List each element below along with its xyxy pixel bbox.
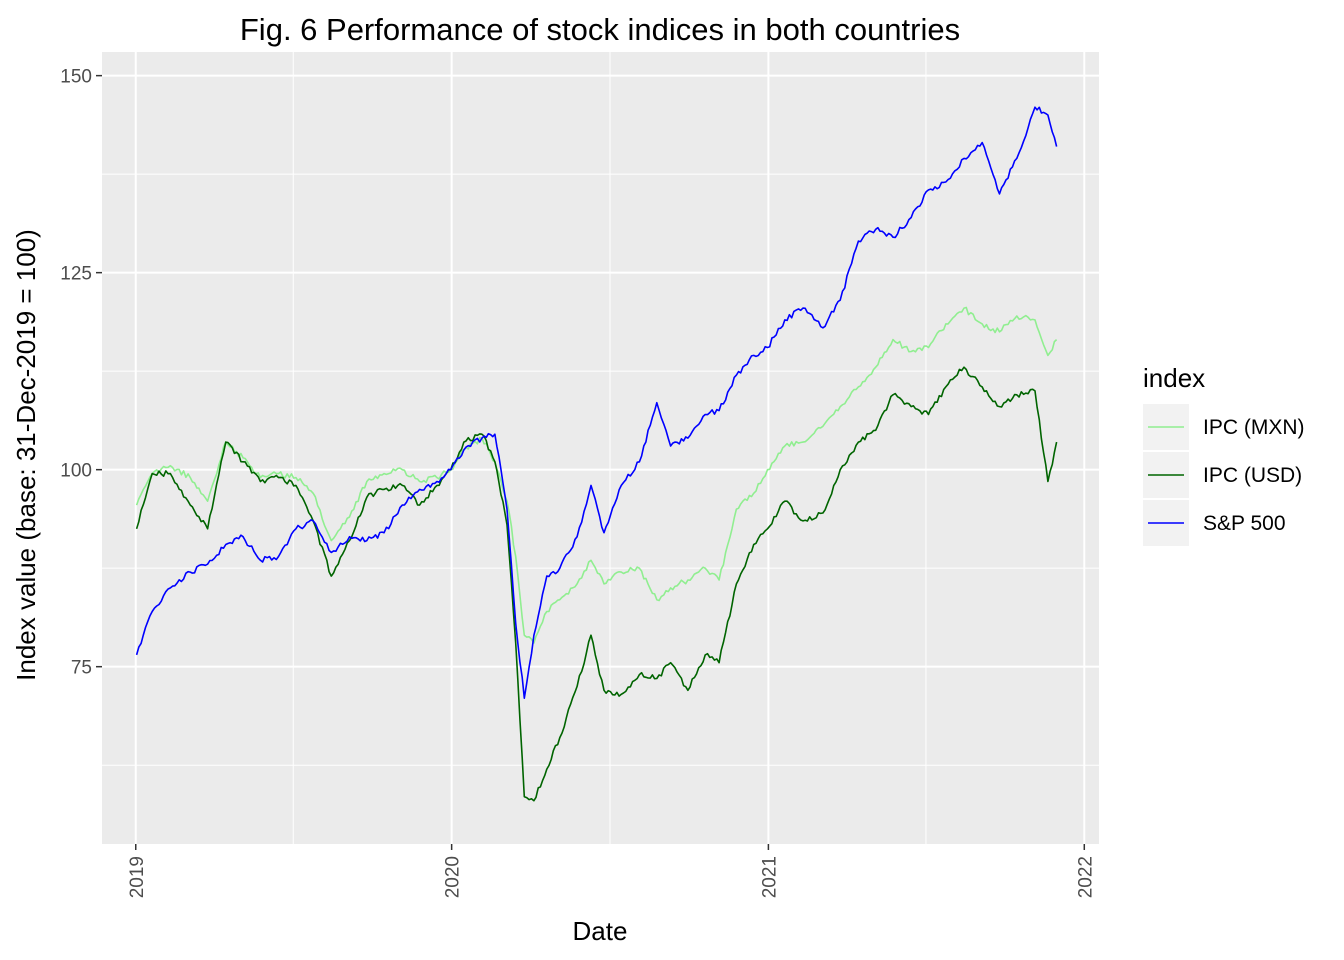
y-tick-label: 75 — [71, 658, 92, 679]
x-tick-label: 2021 — [759, 856, 780, 898]
x-tick-label: 2022 — [1075, 856, 1096, 898]
x-axis: 2019 2020 2021 2022 — [127, 844, 1096, 898]
x-tick-label: 2019 — [127, 856, 148, 898]
legend-label: IPC (MXN) — [1203, 416, 1305, 439]
chart-title: Fig. 6 Performance of stock indices in b… — [240, 12, 960, 47]
legend-title: index — [1143, 363, 1205, 393]
grid-major — [102, 52, 1099, 844]
plot-panel — [102, 52, 1099, 844]
legend-item: IPC (MXN) — [1143, 404, 1305, 450]
legend: index IPC (MXN) IPC (USD) S&P 500 — [1143, 363, 1305, 546]
grid-minor — [102, 52, 1099, 844]
y-axis: 75 100 125 150 — [60, 67, 102, 679]
legend-item: S&P 500 — [1143, 500, 1286, 546]
series-lines — [135, 106, 1058, 802]
y-tick-label: 150 — [60, 67, 92, 88]
legend-label: IPC (USD) — [1203, 464, 1302, 487]
series-line — [135, 106, 1058, 699]
x-tick-label: 2020 — [443, 856, 464, 898]
x-axis-title: Date — [573, 916, 628, 946]
series-line — [135, 366, 1058, 802]
legend-label: S&P 500 — [1203, 512, 1286, 535]
legend-item: IPC (USD) — [1143, 452, 1302, 498]
y-tick-label: 125 — [60, 264, 92, 285]
y-tick-label: 100 — [60, 461, 92, 482]
y-axis-title: Index value (base: 31-Dec-2019 = 100) — [11, 229, 41, 681]
series-line — [135, 306, 1058, 644]
